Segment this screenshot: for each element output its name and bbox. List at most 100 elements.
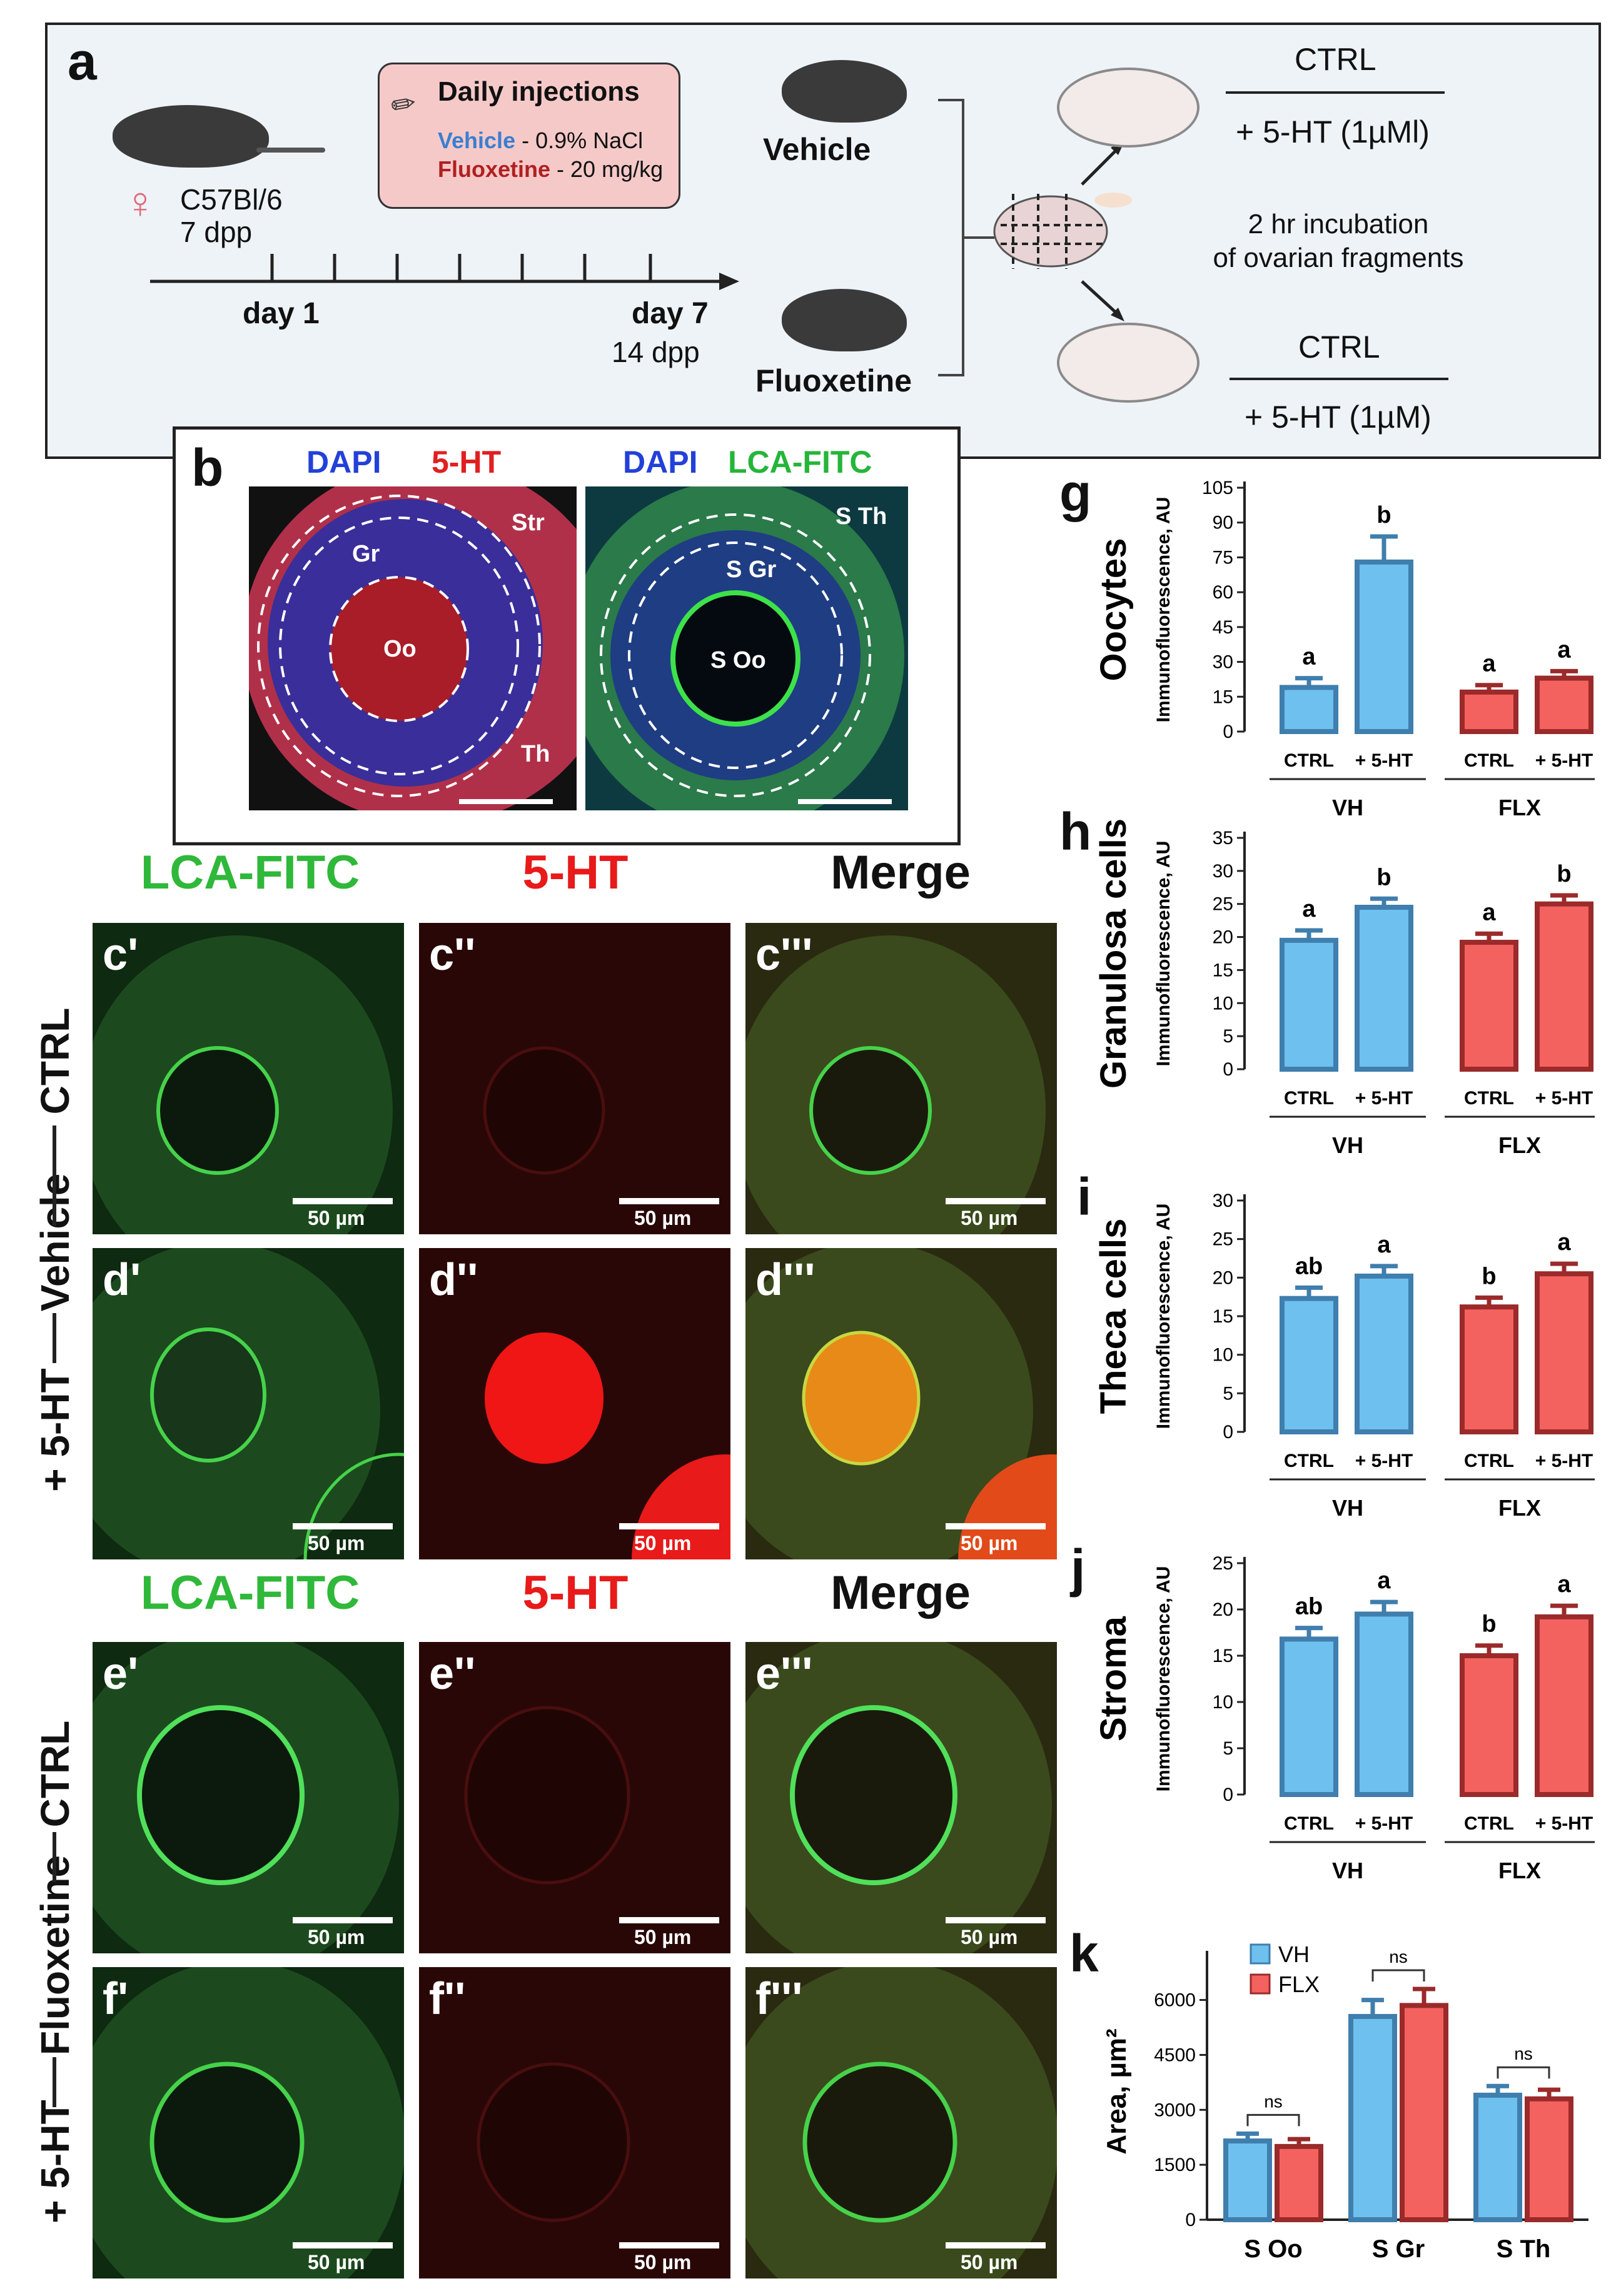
group-vehicle: Vehicle <box>763 132 871 167</box>
row-divider-2 <box>53 1313 56 1363</box>
significance-letter: ab <box>1295 1253 1323 1279</box>
bar <box>1223 2138 1272 2223</box>
significance-letter: ab <box>1295 1594 1323 1620</box>
top-divider <box>1226 91 1445 94</box>
scale-bar-label: 50 µm <box>961 2251 1018 2273</box>
scale-bar-label: 50 µm <box>634 2251 692 2273</box>
category-label: CTRL <box>1284 1813 1334 1834</box>
bar <box>1473 2092 1522 2222</box>
header-merge-top: Merge <box>831 846 971 899</box>
y-tick-label: 20 <box>1213 1267 1233 1288</box>
legend-label: VH <box>1278 1941 1310 1967</box>
significance-letter: a <box>1302 896 1316 922</box>
vehicle-dose-line: Vehicle - 0.9% NaCl <box>438 128 643 154</box>
y-tick-label: 90 <box>1213 513 1233 533</box>
scale-bar <box>619 1917 719 1923</box>
scale-bar-label: 50 µm <box>308 1207 365 1229</box>
b-left-micrograph: Str Gr Oo Th <box>249 486 577 810</box>
row-label-ctrl-2: CTRL <box>33 1720 78 1828</box>
category-label: S Gr <box>1372 2235 1425 2263</box>
header-lca-fitc-bottom: LCA-FITC <box>140 1566 360 1619</box>
significance-letter: b <box>1376 864 1391 890</box>
region-s-gr: S Gr <box>726 556 776 583</box>
scale-bar-label: 50 µm <box>308 1926 365 1948</box>
panel-h-label: h <box>1059 802 1092 861</box>
region-s-th: S Th <box>836 503 887 530</box>
y-tick-label: 20 <box>1213 1599 1233 1620</box>
category-label: S Oo <box>1244 2235 1302 2263</box>
scale-bar-label: 50 µm <box>634 1207 692 1229</box>
scale-bar-label: 50 µm <box>961 1926 1018 1948</box>
region-th: Th <box>521 741 550 767</box>
tag-f3: f''' <box>755 1974 803 2024</box>
group-label: FLX <box>1498 1132 1541 1158</box>
category-label: + 5-HT <box>1355 1451 1413 1471</box>
significance-letter: a <box>1302 644 1316 670</box>
header-5ht-bottom: 5-HT <box>522 1566 629 1619</box>
significance-letter: b <box>1376 502 1391 528</box>
significance-letter: b <box>1482 1611 1496 1638</box>
y-tick-label: 15 <box>1213 687 1233 707</box>
age-start-text: 7 dpp <box>180 216 253 248</box>
category-label: + 5-HT <box>1535 1451 1593 1471</box>
region-oo: Oo <box>383 636 417 662</box>
group-label: FLX <box>1498 1858 1541 1883</box>
y-tick-label: 5 <box>1223 1383 1233 1404</box>
micrograph-f2 <box>419 1967 730 2278</box>
significance-letter: a <box>1377 1568 1391 1594</box>
bottom-ctrl-label: CTRL <box>1298 330 1380 365</box>
bar <box>1280 1636 1338 1797</box>
chart-j-stroma: Stroma Immunofluorescence, AU0510152025ab… <box>1093 1553 1595 1883</box>
timeline-start: day 1 <box>243 297 320 330</box>
y-tick-label: 105 <box>1202 478 1233 498</box>
category-label: CTRL <box>1464 1088 1514 1109</box>
scale-bar <box>946 1523 1046 1529</box>
timeline <box>150 254 739 290</box>
chart-title: Theca cells <box>1093 1219 1134 1414</box>
scale-bar-label: 50 µm <box>961 1207 1018 1229</box>
chart-g-oocytes: Oocytes Immunofluorescence, AU 0 15 30 45 60 75… <box>1093 478 1595 820</box>
scale-bar-label: 50 µm <box>961 1532 1018 1554</box>
category-label: + 5-HT <box>1355 1813 1413 1834</box>
micrograph-f3 <box>745 1967 1057 2278</box>
tag-f2: f'' <box>429 1974 466 2024</box>
bar <box>1535 1271 1593 1434</box>
bar <box>1355 905 1413 1072</box>
significance-letter: a <box>1377 1232 1391 1258</box>
y-tick-label: 10 <box>1213 1692 1233 1713</box>
bar <box>1460 940 1518 1072</box>
micrograph-d3 <box>745 1248 1057 1559</box>
scale-bar <box>619 1523 719 1529</box>
significance-letter: a <box>1482 899 1496 925</box>
top-treat-label: + 5-HT (1µMl) <box>1236 114 1430 149</box>
y-tick-label: 0 <box>1185 2210 1196 2230</box>
y-tick-label: 0 <box>1223 1422 1233 1443</box>
bar <box>1460 1304 1518 1434</box>
fluoxetine-dose-name: Fluoxetine <box>438 156 551 182</box>
bar <box>1280 937 1338 1072</box>
scale-bar <box>946 2242 1046 2248</box>
b-left-stain-dapi: DAPI <box>306 445 381 480</box>
ovary-processing-diagram <box>938 99 1132 376</box>
bar <box>1400 2003 1448 2222</box>
y-tick-label: 35 <box>1213 828 1233 848</box>
scale-bar-label: 50 µm <box>634 1532 692 1554</box>
row-divider-3 <box>53 1832 56 1882</box>
significance-letter: a <box>1482 651 1496 677</box>
y-axis-label: Immunofluorescence, AU <box>1153 841 1174 1067</box>
vehicle-dose-name: Vehicle <box>438 128 516 153</box>
y-tick-label: 0 <box>1223 722 1233 742</box>
y-tick-label: 15 <box>1213 960 1233 980</box>
scale-bar-label: 50 µm <box>308 2251 365 2273</box>
pup-tail <box>256 148 325 153</box>
tag-e1: e' <box>103 1649 139 1699</box>
bar <box>1280 1296 1338 1434</box>
category-label: CTRL <box>1464 1451 1514 1471</box>
y-tick-label: 4500 <box>1154 2045 1196 2065</box>
chart-title: Stroma <box>1093 1616 1134 1741</box>
y-tick-label: 30 <box>1213 1191 1233 1211</box>
female-icon: ♀ <box>124 178 157 227</box>
bar <box>1280 685 1338 734</box>
micrograph-d2 <box>419 1248 730 1559</box>
micrograph-c1 <box>93 923 404 1234</box>
